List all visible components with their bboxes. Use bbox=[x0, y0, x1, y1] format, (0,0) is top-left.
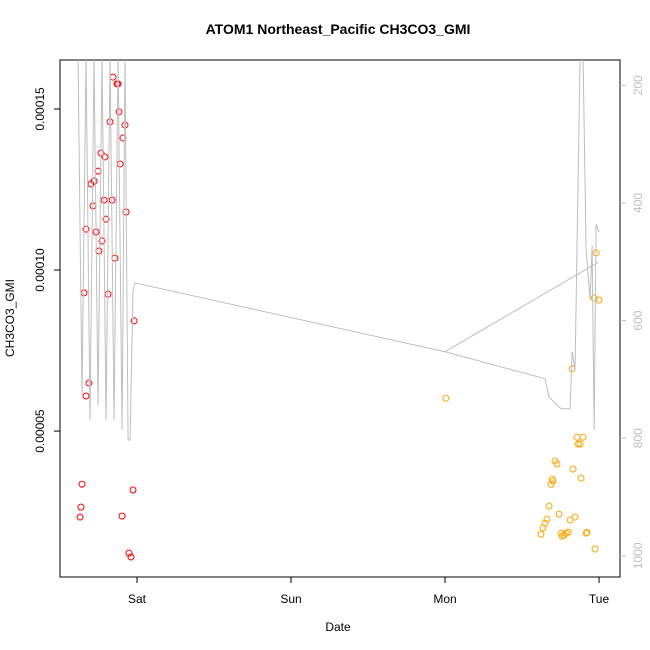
data-point bbox=[569, 465, 577, 473]
y-tick-label: 0.00005 bbox=[33, 409, 47, 453]
y2-tick-label: 1000 bbox=[631, 542, 645, 569]
data-point bbox=[555, 510, 563, 518]
data-point bbox=[549, 477, 557, 485]
data-point bbox=[129, 486, 137, 494]
data-point bbox=[591, 545, 599, 553]
data-point bbox=[78, 480, 86, 488]
data-point bbox=[595, 296, 603, 304]
data-point bbox=[541, 519, 549, 527]
data-point bbox=[553, 460, 561, 468]
y-tick-label: 0.00015 bbox=[33, 87, 47, 131]
data-point bbox=[125, 549, 133, 557]
x-tick-label: Sat bbox=[128, 592, 147, 606]
data-point bbox=[76, 513, 84, 521]
y2-tick-label: 400 bbox=[631, 193, 645, 213]
data-point bbox=[77, 503, 85, 511]
data-point bbox=[571, 513, 579, 521]
data-point bbox=[82, 392, 90, 400]
data-point bbox=[583, 528, 591, 536]
data-point bbox=[564, 528, 572, 536]
data-point bbox=[82, 225, 90, 233]
data-point bbox=[98, 237, 106, 245]
data-point bbox=[102, 215, 110, 223]
data-point bbox=[582, 529, 590, 537]
data-point bbox=[577, 474, 585, 482]
data-point bbox=[537, 530, 545, 538]
data-point bbox=[442, 394, 450, 402]
data-point bbox=[85, 379, 93, 387]
data-point bbox=[543, 515, 551, 523]
data-line bbox=[77, 60, 600, 441]
data-point bbox=[574, 440, 582, 448]
chart-title: ATOM1 Northeast_Pacific CH3CO3_GMI bbox=[206, 21, 471, 37]
y-tick-label: 0.00010 bbox=[33, 248, 47, 292]
plot-frame bbox=[59, 59, 621, 578]
x-axis-label: Date bbox=[325, 620, 351, 634]
y2-tick-label: 600 bbox=[631, 310, 645, 330]
y2-tick-label: 200 bbox=[631, 75, 645, 95]
data-point bbox=[106, 118, 114, 126]
x-tick-label: Sun bbox=[280, 592, 301, 606]
data-point bbox=[101, 153, 109, 161]
data-point bbox=[579, 433, 587, 441]
y2-tick-label: 800 bbox=[631, 428, 645, 448]
data-point bbox=[127, 553, 135, 561]
x-tick-label: Mon bbox=[433, 592, 456, 606]
data-point bbox=[545, 502, 553, 510]
x-tick-label: Tue bbox=[589, 592, 610, 606]
data-point bbox=[121, 121, 129, 129]
data-point bbox=[130, 317, 138, 325]
data-point bbox=[90, 177, 98, 185]
data-point bbox=[576, 440, 584, 448]
y-axis-label: CH3CO3_GMI bbox=[3, 279, 17, 357]
data-point bbox=[118, 512, 126, 520]
